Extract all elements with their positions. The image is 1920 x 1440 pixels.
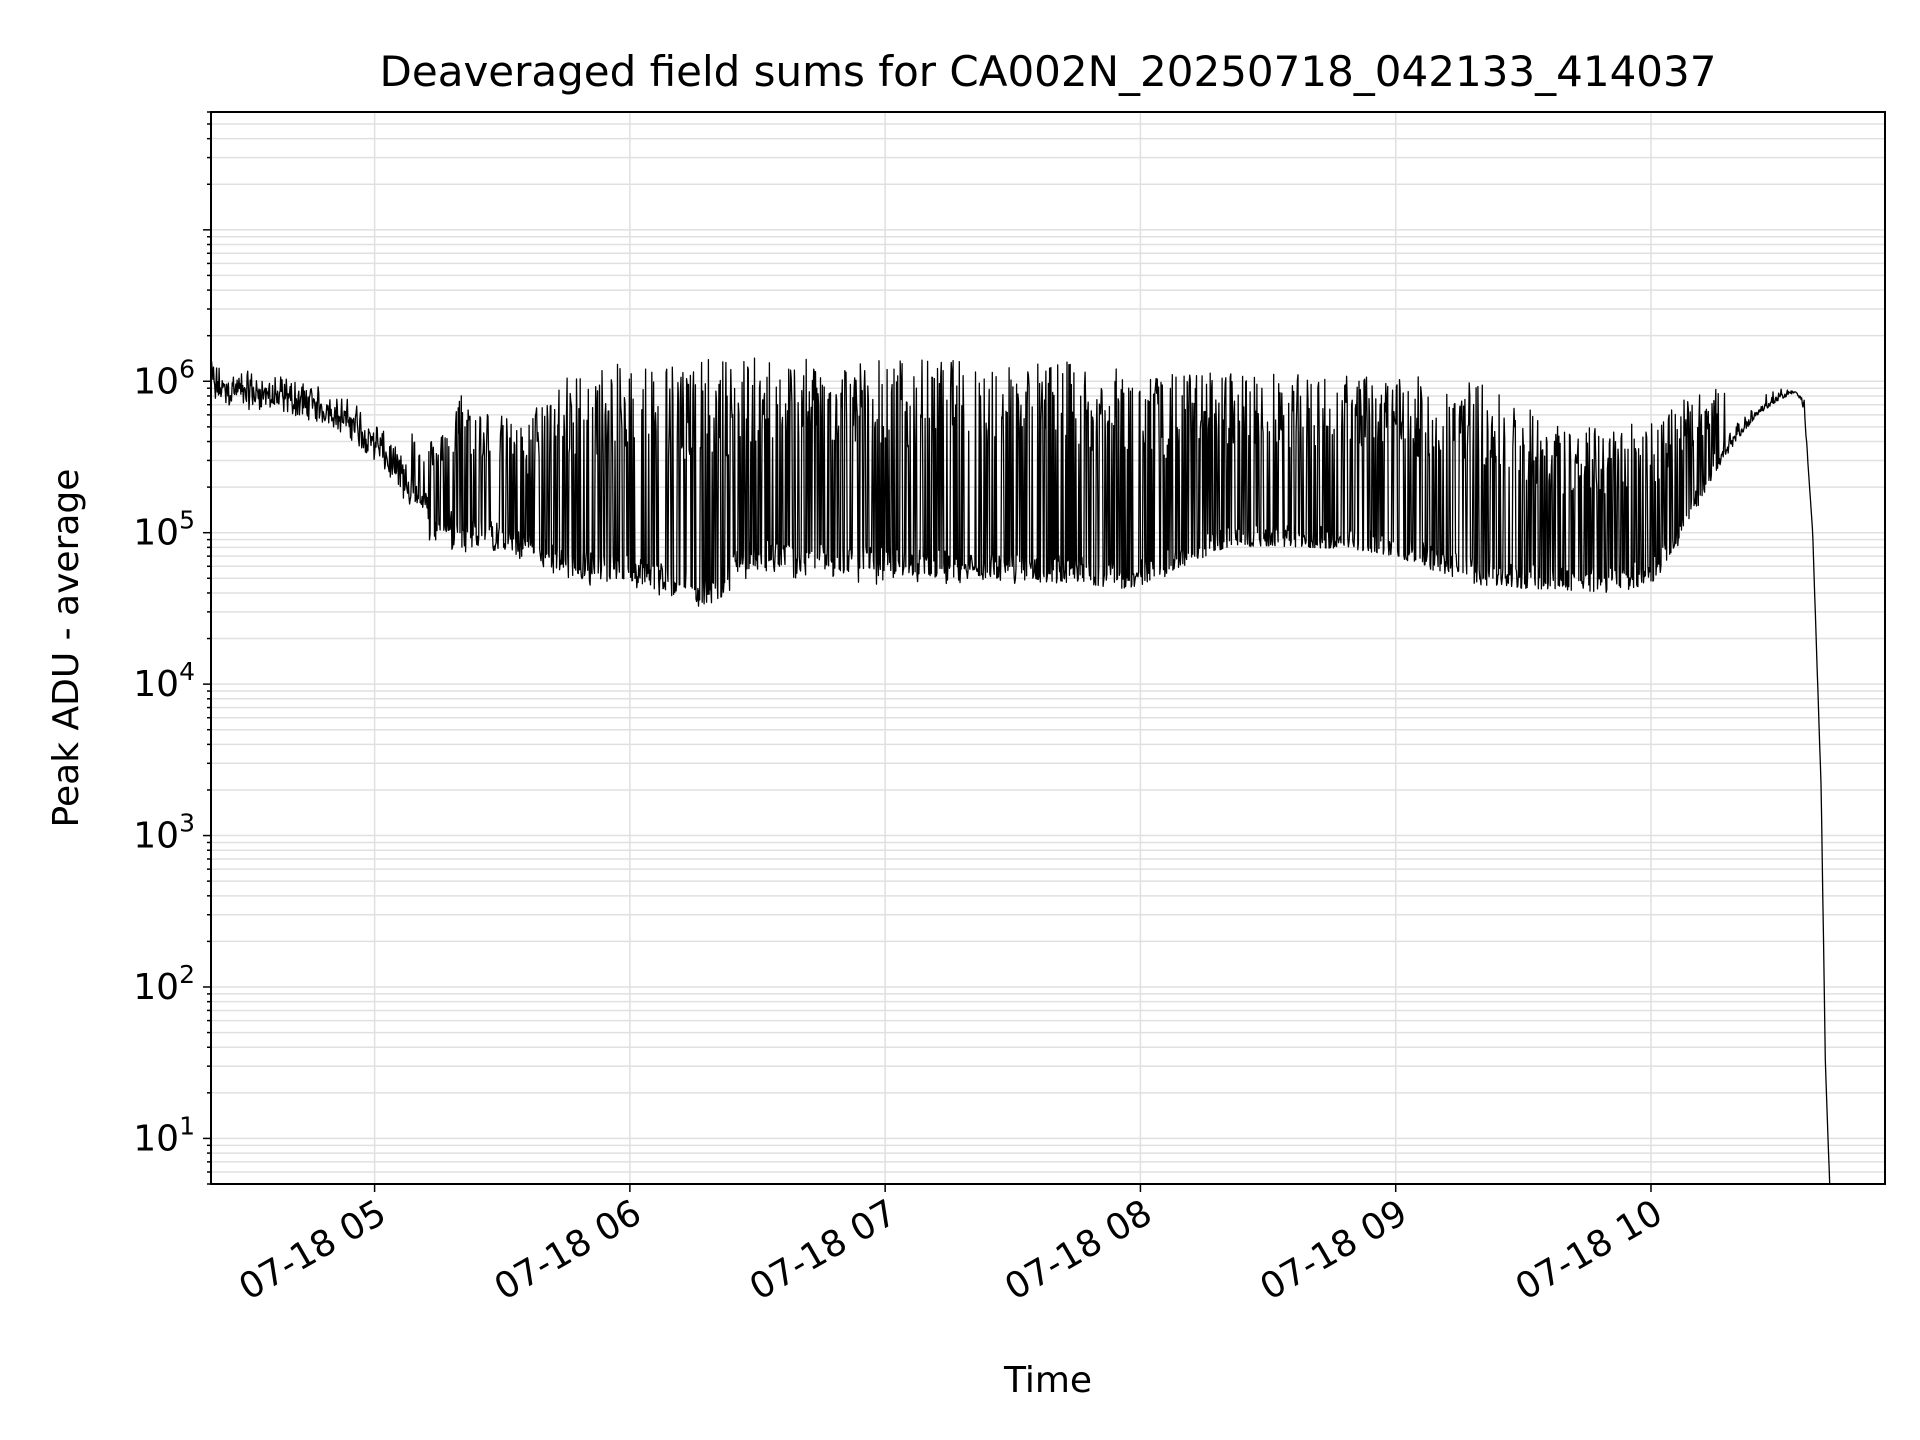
plot-frame — [210, 111, 1886, 1185]
y-tick-label: 102 — [133, 960, 195, 1008]
plot-area — [210, 357, 1831, 1185]
y-tick-label: 105 — [133, 506, 195, 554]
y-tick-label: 106 — [133, 354, 195, 402]
grid — [211, 111, 1885, 1185]
y-tick-label: 101 — [133, 1111, 195, 1159]
series-line — [210, 357, 1831, 1185]
chart-title: Deaveraged field sums for CA002N_2025071… — [380, 47, 1717, 96]
y-tick-label: 104 — [133, 657, 195, 705]
y-axis-label: Peak ADU - average — [46, 469, 87, 828]
x-axis-label: Time — [1003, 1360, 1092, 1401]
y-tick-label: 103 — [133, 809, 195, 857]
